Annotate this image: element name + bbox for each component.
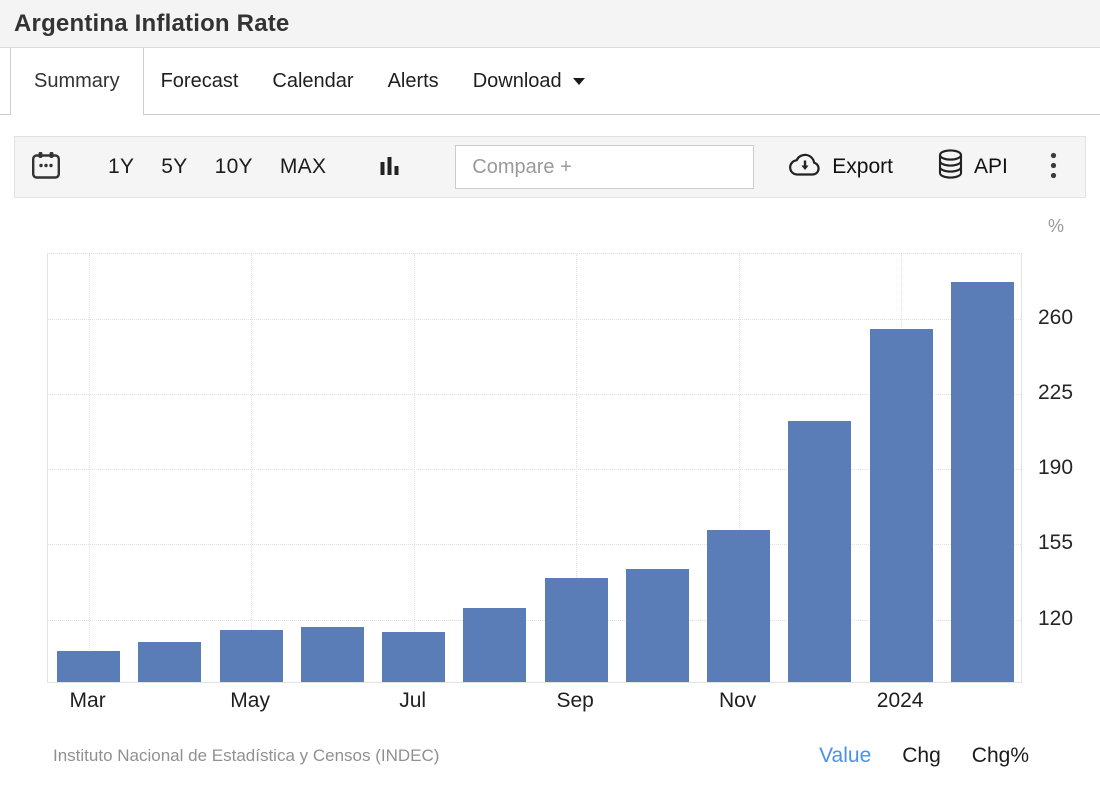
- range-button-5y[interactable]: 5Y: [161, 155, 188, 178]
- chart-bar[interactable]: [57, 651, 121, 682]
- plot-area: [47, 253, 1022, 683]
- chart-bar[interactable]: [463, 608, 527, 682]
- x-axis-tick-label: May: [230, 689, 270, 712]
- tab-label: Forecast: [160, 69, 239, 92]
- date-range-calendar-button[interactable]: [31, 151, 61, 183]
- chart-bar[interactable]: [219, 629, 283, 682]
- value-link[interactable]: Value: [819, 744, 872, 767]
- y-axis-tick-label: 190: [1038, 456, 1074, 479]
- x-axis-tick-label: Mar: [69, 689, 106, 712]
- chart-bar[interactable]: [625, 568, 689, 682]
- source-attribution: Instituto Nacional de Estadística y Cens…: [53, 746, 440, 765]
- chart-bar[interactable]: [869, 328, 933, 682]
- chart-bar[interactable]: [950, 281, 1014, 682]
- gridline-vertical: [413, 254, 415, 682]
- y-axis-tick-label: 260: [1038, 305, 1074, 329]
- more-options-button[interactable]: [1050, 152, 1057, 182]
- y-axis-tick-label: 225: [1038, 380, 1074, 404]
- x-axis-tick-label: 2024: [876, 689, 924, 712]
- range-button-max[interactable]: MAX: [279, 155, 327, 178]
- chg-pct-link[interactable]: Chg%: [971, 744, 1029, 767]
- api-button[interactable]: API: [937, 149, 1008, 185]
- y-axis-tick-label: 120: [1038, 606, 1074, 630]
- database-icon: [937, 149, 964, 185]
- tab-label: Download: [472, 69, 562, 92]
- cloud-download-icon: [788, 152, 822, 183]
- tab-forecast[interactable]: Forecast: [144, 48, 256, 114]
- chg-link[interactable]: Chg: [902, 744, 941, 767]
- range-buttons: 1Y 5Y 10Y MAX: [108, 155, 326, 179]
- range-button-1y[interactable]: 1Y: [108, 155, 135, 178]
- gridline-vertical: [88, 254, 90, 682]
- export-label: Export: [832, 155, 893, 178]
- caret-down-icon: [572, 77, 586, 86]
- calendar-icon: [31, 151, 61, 183]
- gridline-vertical: [251, 254, 253, 682]
- tab-alerts[interactable]: Alerts: [371, 48, 456, 114]
- chart-bar[interactable]: [788, 421, 852, 682]
- page-title: Argentina Inflation Rate: [14, 9, 290, 37]
- gridline-horizontal: [48, 318, 1021, 320]
- chart-bar[interactable]: [707, 529, 771, 682]
- tab-bar: Summary Forecast Calendar Alerts Downloa…: [0, 48, 1100, 115]
- tab-download[interactable]: Download: [456, 48, 603, 114]
- range-button-10y[interactable]: 10Y: [214, 155, 253, 178]
- x-axis-tick-label: Jul: [399, 689, 427, 712]
- x-axis-tick-label: Sep: [556, 689, 594, 712]
- kebab-menu-icon: [1050, 152, 1057, 182]
- chart-bar[interactable]: [138, 641, 202, 682]
- tab-label: Alerts: [387, 69, 439, 92]
- tab-label: Summary: [34, 69, 120, 92]
- api-label: API: [973, 155, 1008, 178]
- chart-bar[interactable]: [300, 626, 364, 682]
- tab-summary[interactable]: Summary: [10, 48, 144, 115]
- series-mode-links: Value Chg Chg%: [819, 744, 1029, 768]
- y-axis-unit-label: %: [1048, 216, 1065, 236]
- bar-chart-icon: [380, 155, 399, 179]
- chart-bar[interactable]: [382, 631, 446, 682]
- chart-type-button[interactable]: [380, 155, 399, 179]
- compare-input[interactable]: [455, 145, 755, 189]
- chart-bar[interactable]: [544, 578, 608, 682]
- tab-calendar[interactable]: Calendar: [255, 48, 370, 114]
- tab-label: Calendar: [272, 69, 354, 92]
- export-button[interactable]: Export: [788, 152, 893, 183]
- chart-toolbar: 1Y 5Y 10Y MAX Export: [14, 136, 1086, 198]
- x-axis-tick-label: Nov: [718, 689, 757, 712]
- title-bar: Argentina Inflation Rate: [0, 0, 1100, 48]
- y-axis-tick-label: 155: [1038, 531, 1074, 555]
